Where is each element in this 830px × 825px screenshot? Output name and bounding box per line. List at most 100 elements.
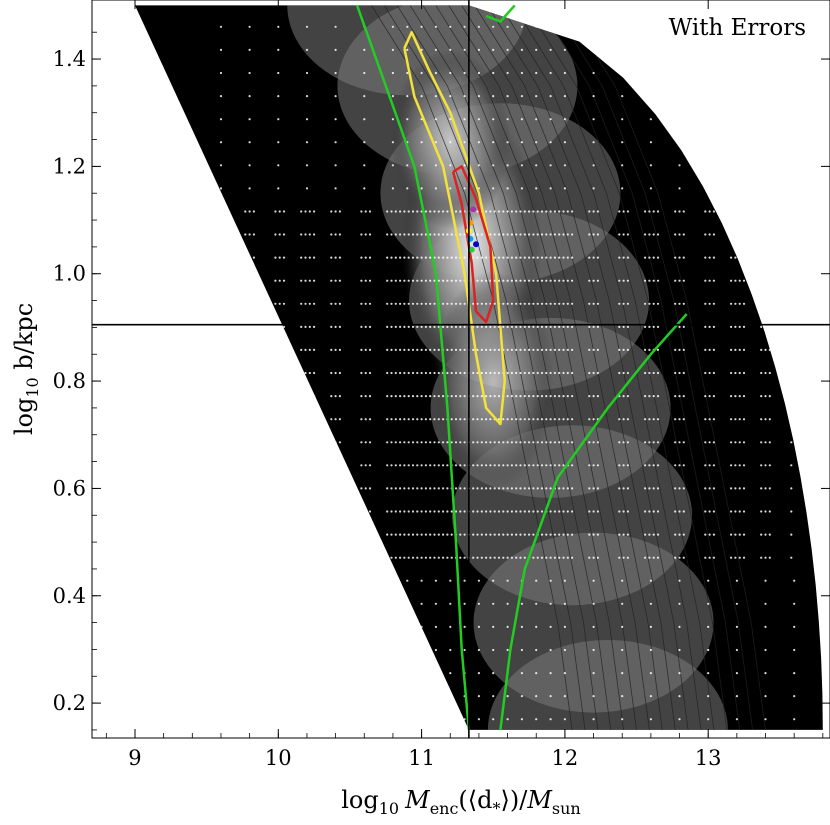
grid-point bbox=[497, 510, 501, 513]
grid-point bbox=[532, 533, 535, 536]
grid-point bbox=[394, 464, 397, 467]
grid-point bbox=[764, 579, 767, 582]
grid-point bbox=[368, 418, 372, 421]
grid-point bbox=[764, 395, 767, 398]
grid-point bbox=[492, 71, 495, 75]
grid-point bbox=[652, 441, 655, 444]
grid-point bbox=[760, 510, 763, 513]
grid-point bbox=[742, 371, 746, 375]
grid-point bbox=[535, 141, 538, 144]
x-tick-label: 10 bbox=[265, 746, 292, 770]
grid-point bbox=[411, 487, 415, 490]
grid-point bbox=[519, 210, 522, 213]
grid-point bbox=[489, 556, 492, 559]
grid-point bbox=[678, 441, 681, 444]
grid-point bbox=[390, 510, 393, 513]
grid-point bbox=[622, 533, 625, 536]
grid-point bbox=[416, 556, 419, 559]
grid-point bbox=[390, 210, 393, 213]
grid-point bbox=[449, 672, 452, 675]
grid-point bbox=[477, 648, 480, 652]
grid-point bbox=[790, 510, 793, 513]
grid-point bbox=[535, 48, 538, 52]
grid-point bbox=[424, 418, 427, 421]
grid-point bbox=[515, 233, 518, 236]
grid-point bbox=[704, 210, 707, 213]
grid-point bbox=[682, 464, 685, 467]
grid-point bbox=[497, 348, 501, 351]
grid-point bbox=[549, 279, 552, 282]
grid-point bbox=[360, 395, 363, 398]
grid-point bbox=[540, 371, 544, 375]
grid-point bbox=[523, 418, 526, 421]
grid-point bbox=[416, 371, 419, 375]
grid-point bbox=[363, 95, 366, 98]
grid-point bbox=[334, 395, 337, 398]
grid-point bbox=[442, 510, 445, 513]
grid-point bbox=[403, 325, 406, 328]
grid-point bbox=[528, 279, 531, 282]
grid-point bbox=[399, 464, 402, 467]
grid-point bbox=[506, 141, 509, 144]
grid-point bbox=[480, 233, 483, 236]
grid-point bbox=[618, 279, 621, 282]
grid-point bbox=[274, 279, 277, 282]
grid-point bbox=[433, 210, 436, 213]
grid-point bbox=[528, 510, 531, 513]
grid-point bbox=[523, 233, 526, 236]
grid-point bbox=[219, 141, 223, 144]
grid-point bbox=[476, 418, 479, 421]
grid-point bbox=[566, 302, 569, 305]
grid-point bbox=[704, 279, 707, 282]
grid-point bbox=[734, 533, 737, 536]
grid-point bbox=[768, 487, 771, 490]
grid-point bbox=[334, 48, 337, 52]
grid-point bbox=[674, 302, 677, 305]
grid-point bbox=[330, 302, 333, 305]
grid-point bbox=[734, 464, 737, 467]
grid-point bbox=[477, 71, 480, 75]
grid-point bbox=[536, 464, 539, 467]
grid-point bbox=[248, 141, 251, 144]
grid-point bbox=[592, 279, 595, 282]
grid-point bbox=[424, 487, 427, 490]
grid-point bbox=[734, 302, 737, 305]
grid-point bbox=[437, 371, 440, 375]
grid-point bbox=[626, 441, 630, 444]
grid-point bbox=[485, 464, 488, 467]
grid-point bbox=[549, 141, 552, 144]
grid-point bbox=[360, 487, 363, 490]
grid-point bbox=[406, 118, 409, 121]
grid-point bbox=[621, 695, 624, 698]
grid-point bbox=[618, 348, 621, 351]
grid-point bbox=[712, 556, 716, 559]
grid-point bbox=[416, 464, 419, 467]
grid-point bbox=[442, 464, 445, 467]
grid-point bbox=[386, 279, 389, 282]
grid-point bbox=[502, 487, 505, 490]
grid-point bbox=[536, 556, 539, 559]
grid-point bbox=[656, 233, 660, 236]
grid-point bbox=[571, 233, 574, 236]
grid-point bbox=[477, 695, 480, 698]
grid-point bbox=[678, 187, 681, 190]
grid-point bbox=[334, 164, 337, 167]
grid-point bbox=[621, 648, 624, 652]
grid-point bbox=[274, 210, 277, 213]
grid-point bbox=[485, 325, 488, 328]
grid-point bbox=[622, 510, 625, 513]
grid-point bbox=[277, 48, 280, 52]
grid-point bbox=[416, 395, 419, 398]
grid-point bbox=[502, 325, 505, 328]
grid-point bbox=[523, 533, 526, 536]
grid-point bbox=[480, 348, 483, 351]
grid-point bbox=[360, 210, 363, 213]
grid-point bbox=[622, 395, 625, 398]
grid-point bbox=[450, 556, 453, 559]
grid-point bbox=[519, 233, 522, 236]
grid-point bbox=[528, 533, 531, 536]
grid-point bbox=[566, 533, 569, 536]
grid-point bbox=[364, 348, 367, 351]
grid-point bbox=[463, 348, 466, 351]
grid-point bbox=[364, 395, 367, 398]
